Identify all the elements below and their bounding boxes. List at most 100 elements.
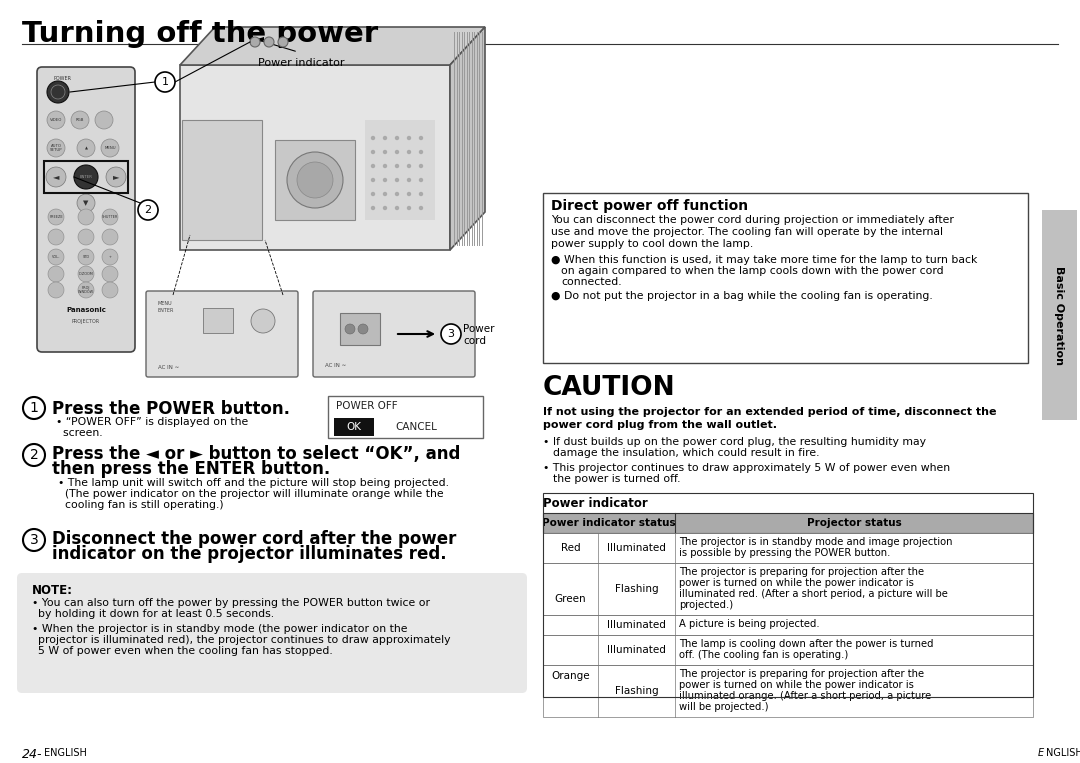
Text: AC IN ∼: AC IN ∼ xyxy=(158,365,179,370)
Circle shape xyxy=(357,324,368,334)
Circle shape xyxy=(372,137,375,140)
Circle shape xyxy=(372,165,375,168)
Circle shape xyxy=(372,179,375,182)
Text: If not using the projector for an extended period of time, disconnect the: If not using the projector for an extend… xyxy=(543,407,997,417)
Text: off. (The cooling fan is operating.): off. (The cooling fan is operating.) xyxy=(679,650,848,660)
Text: illuminated red. (After a short period, a picture will be: illuminated red. (After a short period, … xyxy=(679,589,948,599)
Text: POWER: POWER xyxy=(53,76,71,81)
Text: Basic Operation: Basic Operation xyxy=(1054,266,1064,365)
Bar xyxy=(543,513,1032,533)
Circle shape xyxy=(419,179,422,182)
Bar xyxy=(543,563,1032,615)
Text: Power: Power xyxy=(463,324,495,334)
Circle shape xyxy=(48,266,64,282)
Bar xyxy=(183,120,262,240)
Text: by holding it down for at least 0.5 seconds.: by holding it down for at least 0.5 seco… xyxy=(38,609,274,619)
Circle shape xyxy=(395,207,399,210)
Circle shape xyxy=(407,165,410,168)
Circle shape xyxy=(102,209,118,225)
Text: ▼: ▼ xyxy=(83,200,89,206)
Circle shape xyxy=(419,192,422,195)
Text: RGB: RGB xyxy=(76,118,84,122)
Text: 24-: 24- xyxy=(22,748,42,761)
Text: Illuminated: Illuminated xyxy=(607,543,666,553)
Circle shape xyxy=(48,81,69,103)
Text: PROJ
WINDOW: PROJ WINDOW xyxy=(78,285,94,295)
Text: 3: 3 xyxy=(29,533,39,547)
Bar xyxy=(334,418,374,436)
Text: 1: 1 xyxy=(162,77,168,87)
Bar xyxy=(543,193,1028,363)
Circle shape xyxy=(383,165,387,168)
Text: projector is illuminated red), the projector continues to draw approximately: projector is illuminated red), the proje… xyxy=(38,635,450,645)
Circle shape xyxy=(345,324,355,334)
Circle shape xyxy=(102,282,118,298)
Text: screen.: screen. xyxy=(56,428,103,438)
Text: Power indicator: Power indicator xyxy=(543,497,648,510)
Circle shape xyxy=(383,179,387,182)
Circle shape xyxy=(383,207,387,210)
FancyBboxPatch shape xyxy=(17,573,527,693)
Text: cord: cord xyxy=(463,336,486,346)
Circle shape xyxy=(23,444,45,466)
Polygon shape xyxy=(180,27,485,65)
Text: 5 W of power even when the cooling fan has stopped.: 5 W of power even when the cooling fan h… xyxy=(38,646,333,656)
Text: E: E xyxy=(1038,748,1044,758)
Circle shape xyxy=(395,165,399,168)
Text: Flashing: Flashing xyxy=(615,584,659,594)
Text: Green: Green xyxy=(555,594,586,604)
Text: Direct power off function: Direct power off function xyxy=(551,199,748,213)
FancyBboxPatch shape xyxy=(1042,210,1077,420)
Text: You can disconnect the power cord during projection or immediately after: You can disconnect the power cord during… xyxy=(551,215,954,225)
Polygon shape xyxy=(340,313,380,345)
Text: • When the projector is in standby mode (the power indicator on the: • When the projector is in standby mode … xyxy=(32,624,407,634)
Text: Illuminated: Illuminated xyxy=(607,645,666,655)
Circle shape xyxy=(78,209,94,225)
Text: illuminated orange. (After a short period, a picture: illuminated orange. (After a short perio… xyxy=(679,691,931,701)
Text: ● When this function is used, it may take more time for the lamp to turn back: ● When this function is used, it may tak… xyxy=(551,255,977,265)
Bar xyxy=(543,493,1032,697)
Text: • “POWER OFF” is displayed on the: • “POWER OFF” is displayed on the xyxy=(56,417,248,427)
Circle shape xyxy=(46,167,66,187)
Text: ENTER: ENTER xyxy=(158,308,174,313)
Circle shape xyxy=(407,150,410,153)
Text: Projector status: Projector status xyxy=(807,518,902,528)
Polygon shape xyxy=(450,27,485,250)
Text: is possible by pressing the POWER button.: is possible by pressing the POWER button… xyxy=(679,548,890,558)
Text: damage the insulation, which could result in fire.: damage the insulation, which could resul… xyxy=(553,448,820,458)
Circle shape xyxy=(71,111,89,129)
Circle shape xyxy=(407,137,410,140)
Text: Press the ◄ or ► button to select “OK”, and: Press the ◄ or ► button to select “OK”, … xyxy=(52,445,460,463)
Circle shape xyxy=(372,192,375,195)
Circle shape xyxy=(48,111,65,129)
Circle shape xyxy=(383,150,387,153)
Text: ◄: ◄ xyxy=(53,172,59,182)
Text: ENGLISH: ENGLISH xyxy=(44,748,86,758)
Circle shape xyxy=(78,229,94,245)
Text: • The lamp unit will switch off and the picture will stop being projected.: • The lamp unit will switch off and the … xyxy=(58,478,449,488)
Circle shape xyxy=(78,266,94,282)
Circle shape xyxy=(419,150,422,153)
Bar xyxy=(22,52,525,382)
FancyBboxPatch shape xyxy=(313,291,475,377)
Bar xyxy=(543,665,1032,717)
Circle shape xyxy=(395,137,399,140)
Circle shape xyxy=(287,152,343,208)
Circle shape xyxy=(48,249,64,265)
Text: power supply to cool down the lamp.: power supply to cool down the lamp. xyxy=(551,239,753,249)
Circle shape xyxy=(102,266,118,282)
Text: AUTO
SETUP: AUTO SETUP xyxy=(50,143,63,153)
Circle shape xyxy=(372,150,375,153)
Text: NGLISH: NGLISH xyxy=(1047,748,1080,758)
Text: VIDEO: VIDEO xyxy=(50,118,63,122)
Circle shape xyxy=(48,139,65,157)
Circle shape xyxy=(77,139,95,157)
Text: Orange: Orange xyxy=(551,671,590,681)
Text: CANCEL: CANCEL xyxy=(395,422,437,432)
Text: Power indicator: Power indicator xyxy=(258,58,345,68)
Bar xyxy=(328,396,483,438)
Text: • If dust builds up on the power cord plug, the resulting humidity may: • If dust builds up on the power cord pl… xyxy=(543,437,926,447)
Text: The projector is in standby mode and image projection: The projector is in standby mode and ima… xyxy=(679,537,953,547)
Text: Turning off the power: Turning off the power xyxy=(22,20,378,48)
Text: cooling fan is still operating.): cooling fan is still operating.) xyxy=(58,500,224,510)
